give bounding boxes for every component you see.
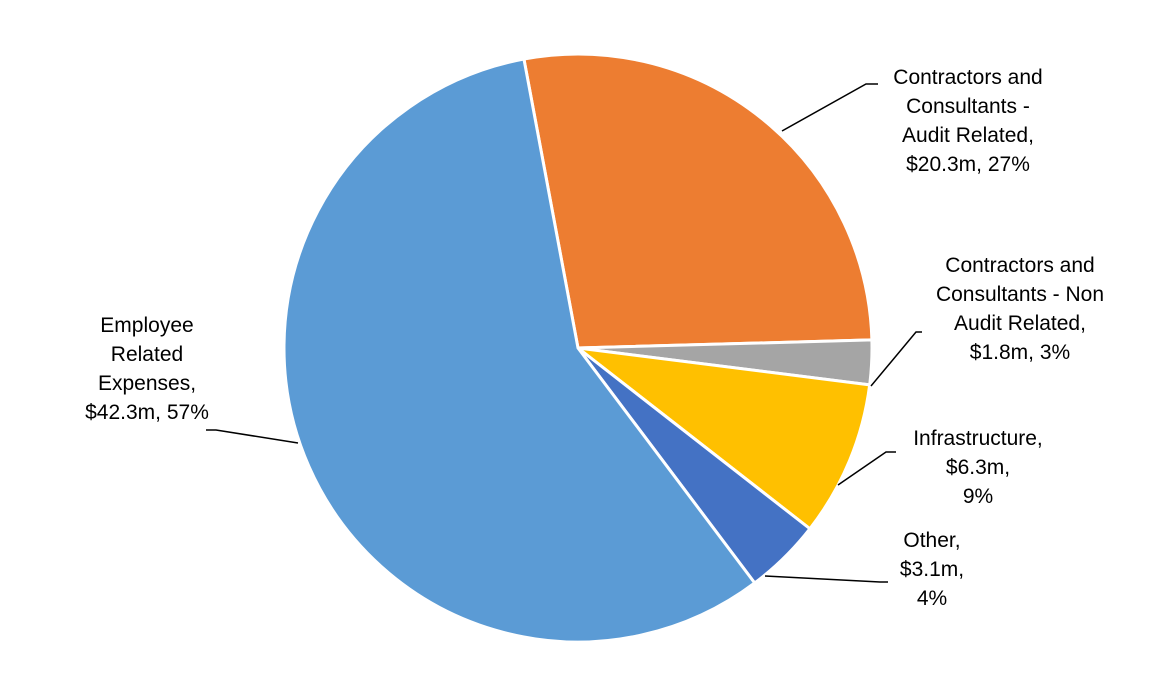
slice-label-contractors-and-consultants-audit-related: Contractors and Consultants - Audit Relate… bbox=[893, 66, 1042, 176]
slice-label-line: Employee bbox=[100, 314, 193, 337]
slice-label-line: Consultants - Non bbox=[936, 283, 1104, 306]
slice-label-infrastructure: Infrastructure, $6.3m, 9% bbox=[913, 427, 1043, 508]
slice-label-line: $3.1m, bbox=[900, 558, 964, 581]
pie-slice-employee-related-expenses bbox=[282, 57, 757, 644]
slice-label-line: Other, bbox=[903, 529, 960, 552]
leader-line-contractors-and-consultants-non-audit-related bbox=[870, 331, 922, 387]
slice-label-line: 4% bbox=[917, 587, 947, 610]
slice-label-line: Contractors and bbox=[945, 254, 1094, 277]
leader-line-contractors-and-consultants-audit-related bbox=[781, 83, 878, 132]
leader-line-infrastructure bbox=[837, 451, 896, 486]
slice-label-line: $42.3m, 57% bbox=[85, 401, 209, 424]
leader-line-employee-related-expenses bbox=[206, 429, 299, 444]
slice-label-line: 9% bbox=[963, 485, 993, 508]
slice-label-line: Expenses, bbox=[98, 372, 196, 395]
pie-slice-contractors-and-consultants-audit-related bbox=[522, 52, 874, 350]
slice-label-line: $1.8m, 3% bbox=[970, 341, 1070, 364]
slice-label-line: Contractors and bbox=[893, 66, 1042, 89]
slices-layer bbox=[282, 52, 874, 644]
leader-line-other bbox=[764, 575, 888, 583]
slice-label-employee-related-expenses: Employee Related Expenses, $42.3m, 57% bbox=[85, 314, 209, 424]
slice-label-line: Infrastructure, bbox=[913, 427, 1043, 450]
slice-label-line: Audit Related, bbox=[954, 312, 1086, 335]
leader-lines-layer bbox=[206, 83, 922, 583]
slice-label-line: Related bbox=[111, 343, 183, 366]
slice-label-line: $6.3m, bbox=[946, 456, 1010, 479]
slice-label-contractors-and-consultants-non-audit-related: Contractors and Consultants - Non Audit Re… bbox=[936, 254, 1104, 364]
slice-label-line: Audit Related, bbox=[902, 124, 1034, 147]
slice-label-line: $20.3m, 27% bbox=[906, 153, 1030, 176]
pie-slice-infrastructure bbox=[576, 346, 872, 531]
labels-layer: Contractors and Consultants - Audit Relate… bbox=[85, 66, 1104, 610]
slice-label-line: Consultants - bbox=[906, 95, 1030, 118]
slice-label-other: Other, $3.1m, 4% bbox=[900, 529, 964, 610]
